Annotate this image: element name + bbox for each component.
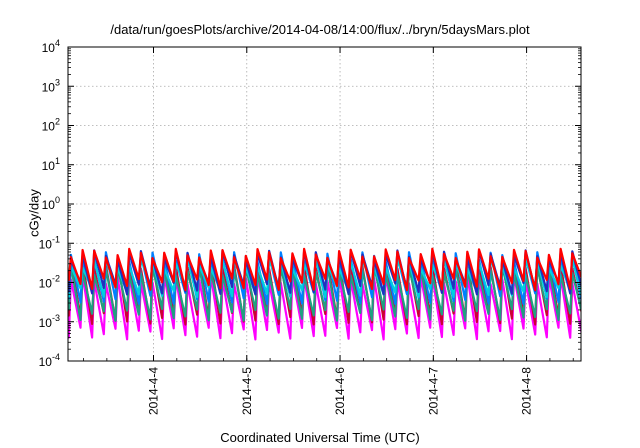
x-tick-label: 2014-4-4 [147, 367, 161, 415]
series-group [68, 247, 581, 341]
y-tick-label: 102 [42, 117, 60, 134]
y-tick-label: 101 [42, 156, 60, 173]
series-line [68, 247, 581, 292]
y-tick-label: 10-3 [39, 313, 60, 330]
y-tick-label: 104 [42, 38, 60, 55]
plot-frame [67, 46, 582, 362]
x-tick-label: 2014-4-5 [240, 367, 254, 415]
x-axis-label: Coordinated Universal Time (UTC) [220, 430, 420, 445]
x-tick-label: 2014-4-7 [426, 367, 440, 415]
x-tick-label: 2014-4-6 [333, 367, 347, 415]
y-tick-label: 10-1 [39, 234, 60, 251]
y-tick-label: 10-2 [39, 274, 60, 291]
y-tick-label: 103 [42, 77, 60, 94]
y-tick-label: 10-4 [39, 352, 60, 369]
x-tick-label: 2014-4-8 [520, 367, 534, 415]
chart-title: /data/run/goesPlots/archive/2014-04-08/1… [110, 22, 530, 37]
axis-ticks: 10-4 10-3 10-2 10-1 100 101 102 103 104 2014-4-4 2… [39, 38, 581, 415]
y-tick-label: 100 [42, 195, 60, 212]
